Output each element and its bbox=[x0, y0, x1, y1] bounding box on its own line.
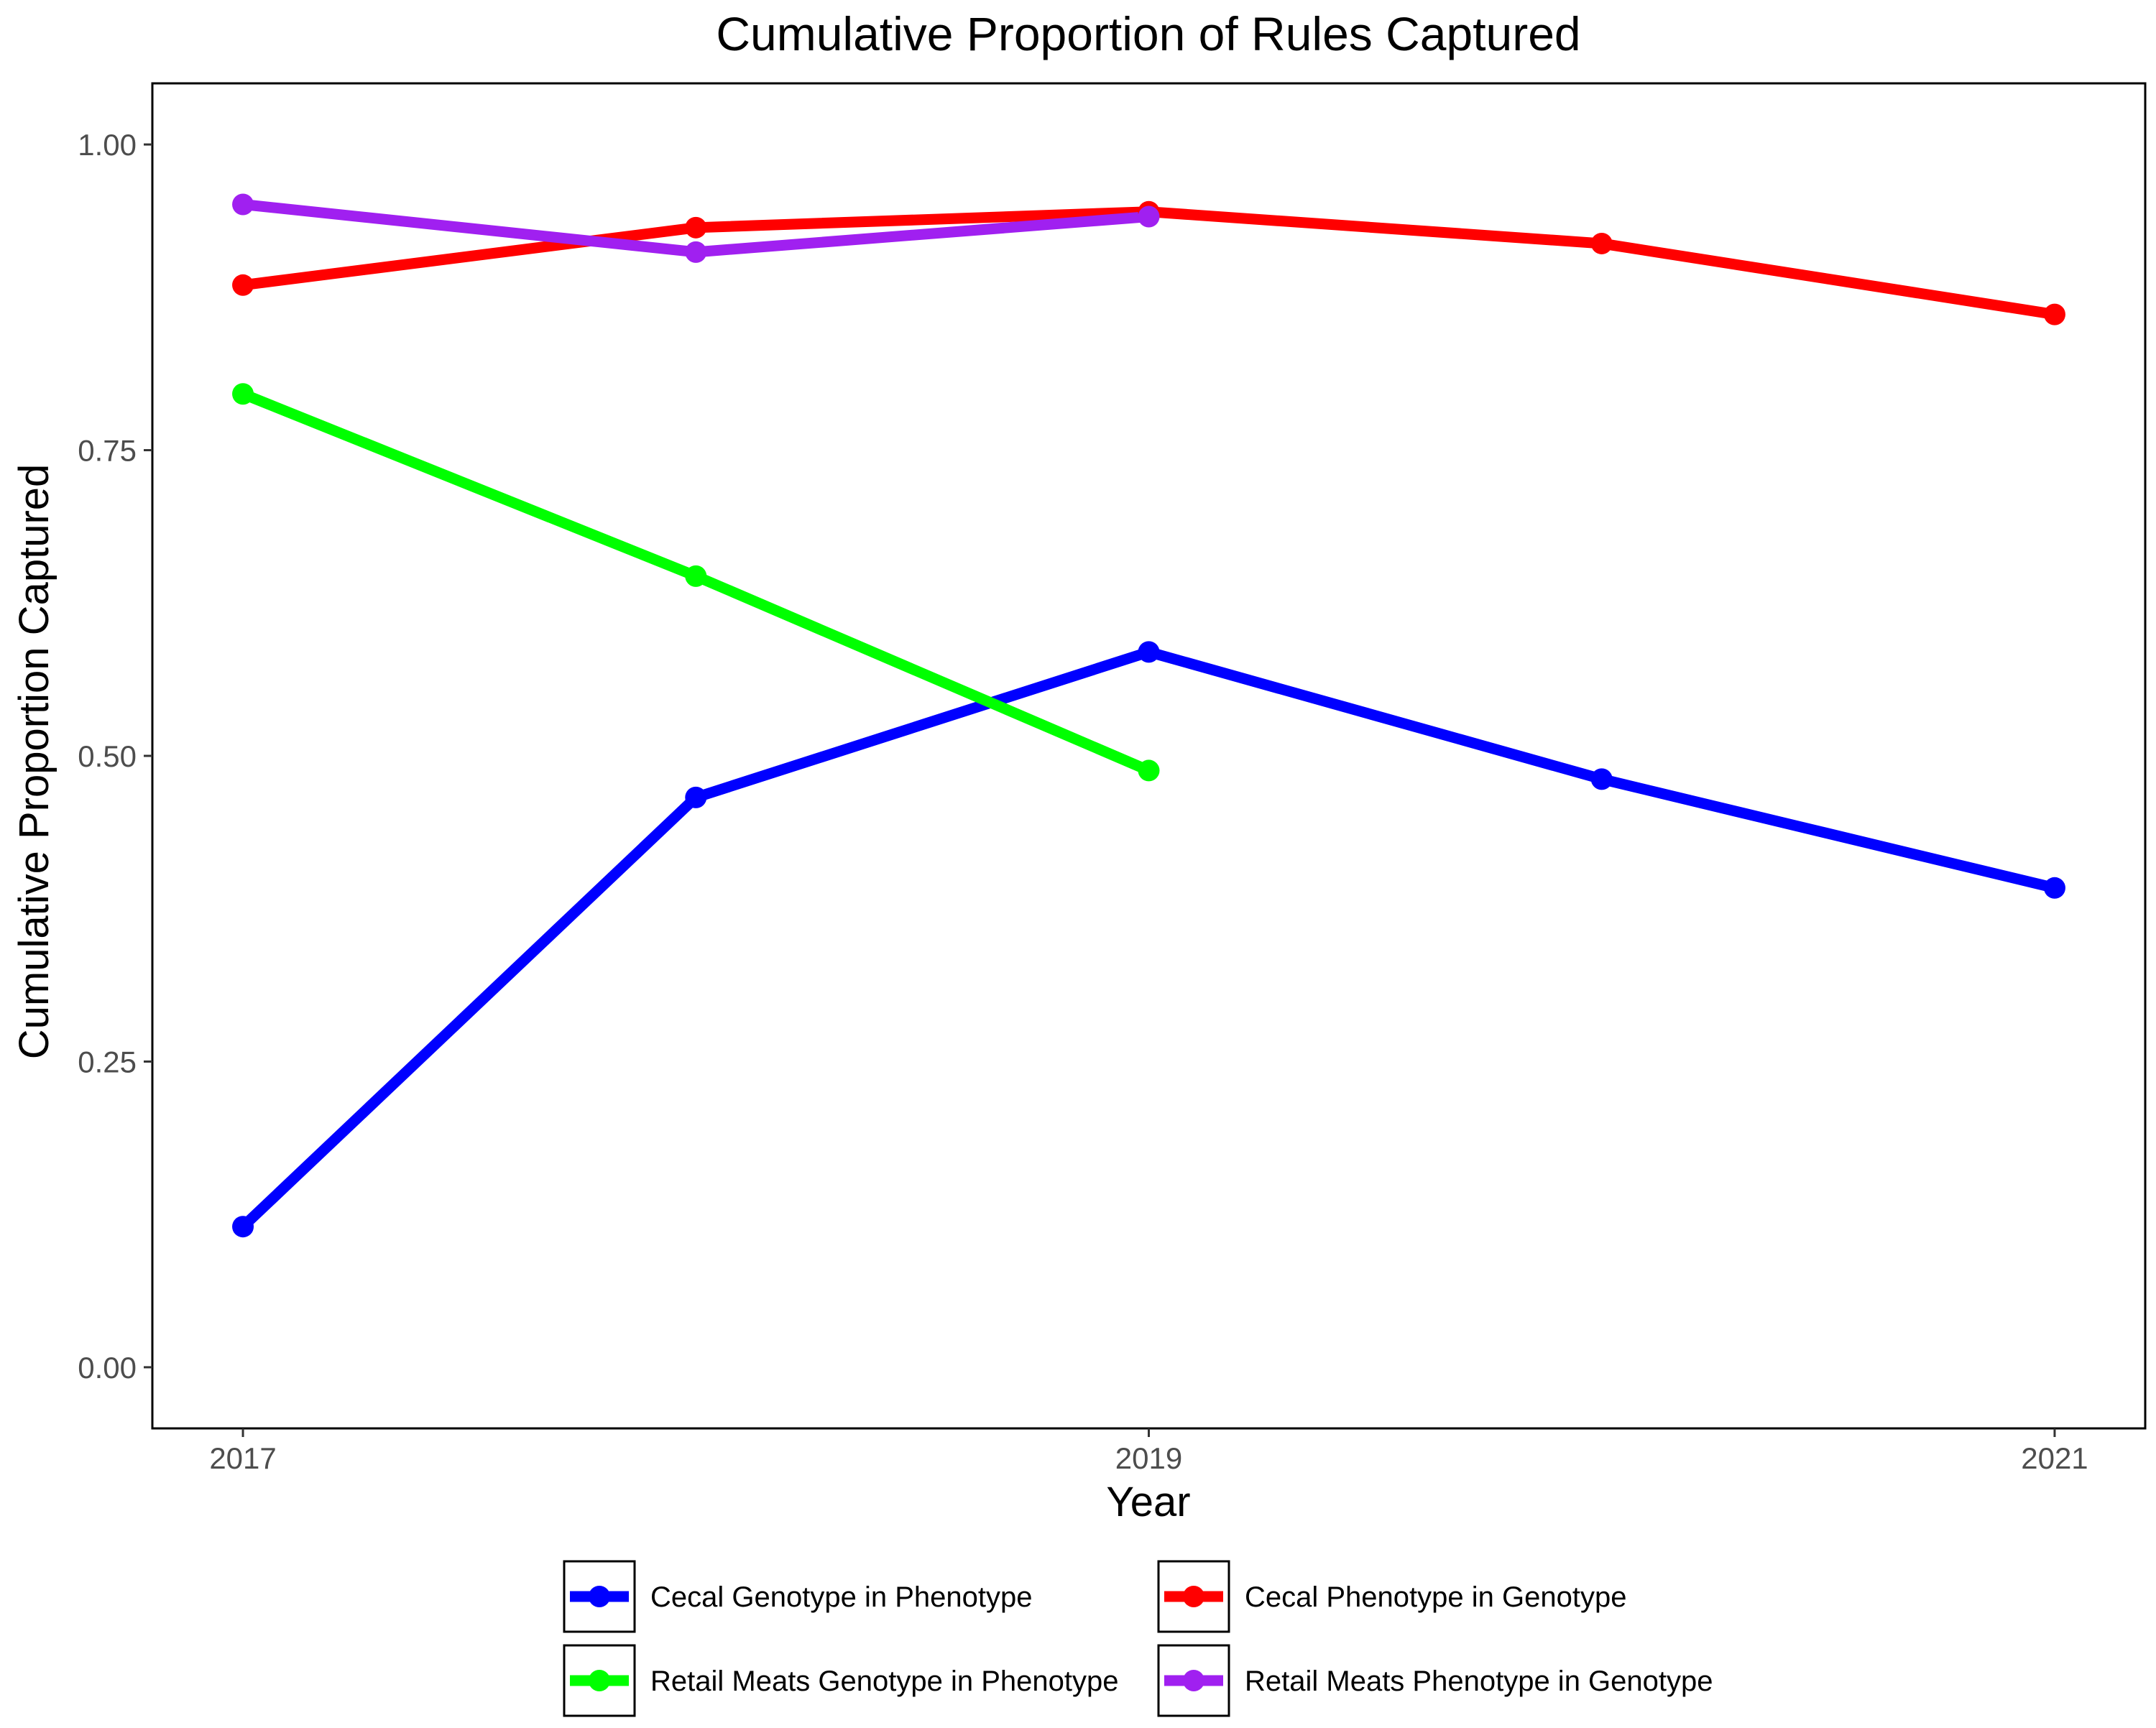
data-point-series-0 bbox=[1138, 641, 1160, 663]
y-axis-title: Cumulative Proportion Captured bbox=[11, 464, 57, 1060]
legend-item: Cecal Genotype in Phenotype bbox=[563, 1560, 1032, 1633]
legend-item: Cecal Phenotype in Genotype bbox=[1157, 1560, 1626, 1633]
legend-label: Retail Meats Genotype in Phenotype bbox=[650, 1665, 1119, 1697]
data-point-series-0 bbox=[232, 1216, 254, 1238]
y-tick-label: 0.25 bbox=[78, 1045, 137, 1078]
legend-item: Retail Meats Phenotype in Genotype bbox=[1157, 1644, 1713, 1717]
legend-item: Retail Meats Genotype in Phenotype bbox=[563, 1644, 1119, 1717]
legend-label: Retail Meats Phenotype in Genotype bbox=[1245, 1665, 1713, 1697]
legend-label: Cecal Phenotype in Genotype bbox=[1245, 1581, 1626, 1613]
legend: Cecal Genotype in Phenotype Cecal Phenoty… bbox=[563, 1560, 1713, 1717]
data-point-series-3 bbox=[232, 193, 254, 216]
data-point-series-0 bbox=[2043, 877, 2065, 899]
y-tick-label: 0.75 bbox=[78, 434, 137, 468]
y-tick-label: 0.00 bbox=[78, 1351, 137, 1385]
data-point-series-0 bbox=[685, 786, 707, 808]
x-tick-label: 2021 bbox=[2021, 1441, 2088, 1475]
x-tick-label: 2017 bbox=[209, 1441, 276, 1475]
chart-title: Cumulative Proportion of Rules Captured bbox=[716, 7, 1580, 60]
data-point-series-0 bbox=[1590, 768, 1613, 790]
data-point-series-3 bbox=[685, 241, 707, 263]
data-point-series-1 bbox=[2043, 303, 2065, 325]
data-point-series-1 bbox=[232, 274, 254, 296]
data-point-series-2 bbox=[1138, 759, 1160, 782]
data-point-series-1 bbox=[1590, 232, 1613, 254]
data-point-series-3 bbox=[1138, 205, 1160, 228]
data-point-series-2 bbox=[685, 565, 707, 587]
data-point-series-1 bbox=[685, 216, 707, 239]
legend-key-point bbox=[589, 1670, 610, 1691]
legend-key-point bbox=[589, 1586, 610, 1607]
y-tick-label: 0.50 bbox=[78, 739, 137, 773]
plot-area: 0.00 0.25 0.50 0.75 1.00 2017 2019 2021 bbox=[78, 82, 2147, 1475]
plot-panel-border bbox=[151, 82, 2147, 1430]
legend-key-point bbox=[1183, 1586, 1204, 1607]
y-tick-label: 1.00 bbox=[78, 128, 137, 162]
data-point-series-2 bbox=[232, 383, 254, 405]
x-tick-label: 2019 bbox=[1115, 1441, 1182, 1475]
legend-label: Cecal Genotype in Phenotype bbox=[650, 1581, 1032, 1613]
legend-key-point bbox=[1183, 1670, 1204, 1691]
x-axis-title: Year bbox=[1106, 1479, 1190, 1525]
